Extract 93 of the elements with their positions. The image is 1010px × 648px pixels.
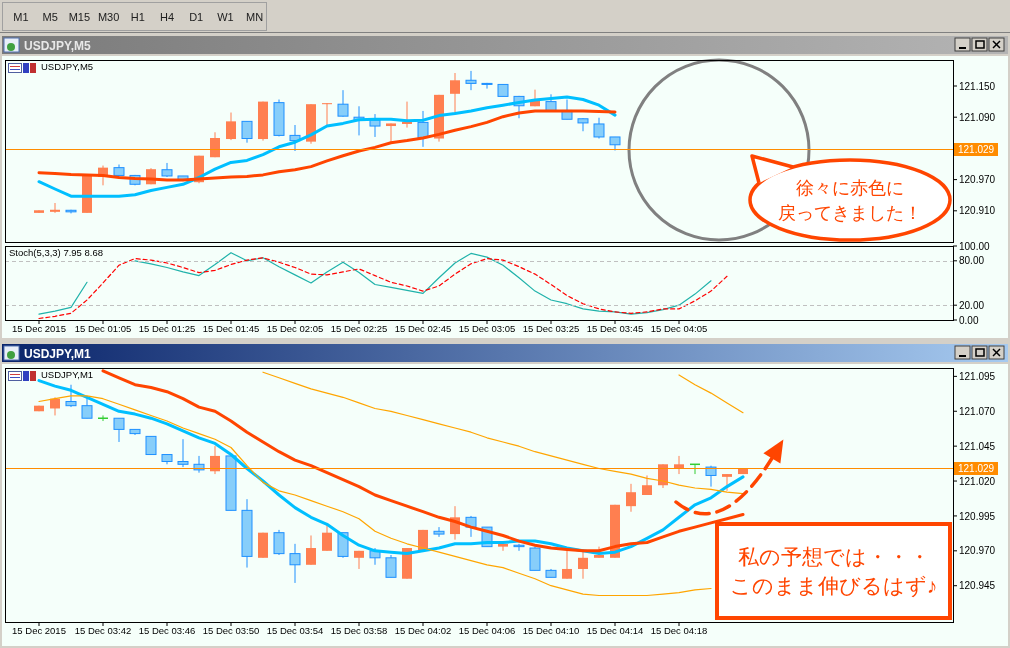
line-series: [678, 374, 744, 414]
y-tick-label: 120.970: [959, 174, 996, 186]
x-tick-label: 15 Dec 04:14: [586, 625, 644, 636]
candlestick: [337, 89, 349, 118]
candlestick: [145, 435, 157, 456]
candlestick: [417, 110, 429, 148]
candlestick: [385, 554, 397, 578]
candlestick: [210, 131, 220, 158]
candlestick: [433, 526, 445, 538]
annotation: このまま伸びるはず♪: [729, 573, 938, 598]
x-tick-label: 15 Dec 04:18: [650, 625, 708, 636]
y-tick-label: 120.945: [959, 580, 996, 592]
candlestick: [322, 102, 332, 128]
x-tick-label: 15 Dec 01:05: [74, 323, 132, 334]
text: H4: [159, 11, 175, 23]
candlestick: [402, 101, 412, 129]
text: MN: [246, 11, 264, 23]
x-tick-label: 15 Dec 03:50: [202, 625, 260, 636]
text: W1: [217, 11, 234, 23]
candlestick: [289, 543, 301, 584]
annotation: USDJPY,M5: [41, 61, 94, 72]
candlestick: [450, 72, 460, 114]
candlestick: [113, 417, 125, 443]
x-tick-label: 15 Dec 03:46: [138, 625, 196, 636]
x-tick-label: 15 Dec 04:06: [458, 625, 516, 636]
y-tick-label: 20.00: [959, 299, 985, 311]
text: M15: [68, 11, 91, 23]
y-tick-label: 100.00: [959, 240, 991, 252]
y-tick-label: 0.00: [959, 314, 979, 326]
candlestick: [513, 543, 525, 552]
candlestick: [593, 117, 605, 140]
candlestick: [465, 70, 477, 91]
text: H1: [130, 11, 145, 23]
y-tick-label: 121.020: [959, 475, 996, 487]
x-tick-label: 15 Dec 2015: [12, 323, 66, 334]
chart-title: Stoch(5,3,3) 7.95 8.68: [9, 247, 104, 258]
candlestick: [65, 384, 77, 408]
text: M1: [13, 11, 29, 23]
candlestick: [226, 112, 236, 141]
candlestick: [722, 473, 732, 492]
annotation: USDJPY,M1: [41, 369, 94, 380]
candlestick: [626, 483, 636, 513]
chart-title: USDJPY,M5: [24, 39, 92, 53]
x-tick-label: 15 Dec 02:05: [266, 323, 324, 334]
candlestick: [50, 202, 60, 214]
candlestick: [481, 82, 493, 90]
text: M30: [97, 11, 120, 23]
y-tick-label: 121.150: [959, 80, 996, 92]
candlestick: [289, 124, 301, 152]
x-tick-label: 15 Dec 03:58: [330, 625, 388, 636]
y-tick-label: 121.095: [959, 370, 996, 382]
candlestick: [177, 438, 189, 468]
line-series: [38, 257, 728, 320]
x-tick-label: 15 Dec 2015: [12, 625, 66, 636]
y-tick-label: 120.970: [959, 545, 996, 557]
x-tick-label: 15 Dec 02:45: [394, 323, 452, 334]
y-tick-label: 120.995: [959, 510, 996, 522]
text: 戻ってきました！: [778, 202, 922, 223]
candlestick: [577, 117, 589, 132]
y-tick-label: 120.910: [959, 205, 996, 217]
candlestick: [81, 396, 93, 419]
x-tick-label: 15 Dec 03:54: [266, 625, 324, 636]
candlestick: [210, 445, 220, 475]
text: D1: [189, 11, 204, 23]
ref-line-label: 121.029: [958, 144, 995, 156]
line-series: [262, 371, 744, 495]
candlestick: [241, 120, 253, 144]
x-tick-label: 15 Dec 01:45: [202, 323, 260, 334]
candlestick: [273, 529, 285, 556]
y-tick-label: 121.070: [959, 405, 996, 417]
candlestick: [498, 543, 508, 552]
line-series: [37, 95, 617, 198]
x-tick-label: 15 Dec 03:05: [458, 323, 516, 334]
text: M5: [42, 11, 58, 23]
x-tick-label: 15 Dec 04:05: [650, 323, 708, 334]
y-tick-label: 80.00: [959, 255, 985, 267]
ref-line-label: 121.029: [958, 463, 995, 475]
x-tick-label: 15 Dec 03:42: [74, 625, 132, 636]
x-tick-label: 15 Dec 02:25: [330, 323, 388, 334]
line-series: [38, 395, 712, 597]
candlestick: [97, 414, 109, 422]
x-tick-label: 15 Dec 03:45: [586, 323, 644, 334]
candlestick: [386, 122, 396, 143]
y-tick-label: 121.090: [959, 111, 996, 123]
x-tick-label: 15 Dec 03:25: [522, 323, 580, 334]
x-tick-label: 15 Dec 01:25: [138, 323, 196, 334]
y-tick-label: 121.045: [959, 440, 996, 452]
annotation: 私の予想では・・・: [737, 545, 930, 569]
text: 徐々に赤色に: [796, 178, 904, 199]
candlestick: [306, 534, 316, 566]
x-tick-label: 15 Dec 04:02: [394, 625, 452, 636]
chart-title: USDJPY,M1: [24, 347, 92, 361]
x-tick-label: 15 Dec 04:10: [522, 625, 580, 636]
